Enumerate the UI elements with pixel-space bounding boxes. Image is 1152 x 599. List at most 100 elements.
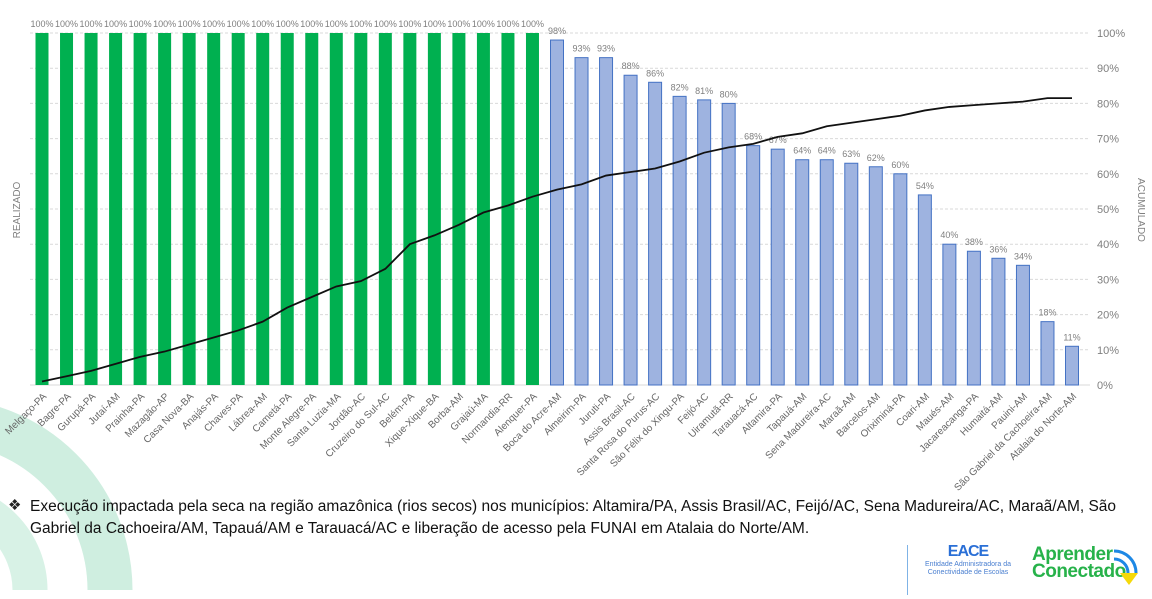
- data-label: 100%: [129, 19, 152, 29]
- y2-tick-label: 100%: [1097, 28, 1125, 40]
- data-label: 64%: [793, 146, 811, 156]
- bar: [819, 159, 834, 386]
- data-label: 100%: [374, 19, 397, 29]
- data-label: 100%: [202, 19, 225, 29]
- bar: [84, 33, 98, 385]
- bar: [354, 33, 368, 385]
- data-label: 67%: [769, 135, 787, 145]
- data-label: 100%: [496, 19, 519, 29]
- data-label: 64%: [818, 146, 836, 156]
- bar: [623, 74, 638, 386]
- bar: [966, 250, 981, 386]
- eace-logo-subtitle: Entidade Administradora da Conectividade…: [925, 561, 1011, 576]
- data-label: 100%: [325, 19, 348, 29]
- bar: [329, 33, 343, 385]
- bar: [476, 33, 490, 385]
- y2-tick-label: 90%: [1097, 63, 1119, 75]
- footnote: Execução impactada pela seca na região a…: [30, 498, 1117, 537]
- bar: [770, 148, 785, 386]
- bar: [182, 33, 196, 385]
- data-label: 100%: [227, 19, 250, 29]
- bar: [1015, 264, 1030, 386]
- bar: [207, 33, 221, 385]
- bar: [256, 33, 270, 385]
- bar: [280, 33, 294, 385]
- data-label: 88%: [622, 61, 640, 71]
- logo-divider: [907, 545, 908, 595]
- cumulative-line: [41, 97, 1072, 383]
- data-label: 62%: [867, 153, 885, 163]
- data-label: 100%: [153, 19, 176, 29]
- data-label: 36%: [989, 244, 1007, 254]
- data-label: 34%: [1014, 251, 1032, 261]
- bar: [60, 33, 74, 385]
- data-label: 18%: [1038, 308, 1056, 318]
- bar: [672, 95, 687, 386]
- logo-word-conectado: Conectado: [1032, 561, 1126, 582]
- bullet-icon: ❖: [8, 497, 22, 514]
- data-label: 100%: [521, 19, 544, 29]
- data-label: 100%: [55, 19, 78, 29]
- bar: [721, 102, 736, 386]
- bar: [231, 33, 245, 385]
- data-label: 54%: [916, 181, 934, 191]
- logo-word-aprender: Aprender: [1032, 544, 1113, 565]
- y2-axis-label: ACUMULADO: [1135, 178, 1146, 242]
- data-label: 60%: [891, 160, 909, 170]
- data-label: 38%: [965, 237, 983, 247]
- bar: [501, 33, 515, 385]
- data-label: 100%: [300, 19, 323, 29]
- y2-tick-label: 70%: [1097, 134, 1119, 146]
- data-label: 63%: [842, 149, 860, 159]
- data-label: 40%: [940, 230, 958, 240]
- data-label: 100%: [251, 19, 274, 29]
- data-label: 100%: [30, 19, 53, 29]
- aprender-conectado-logo: Aprender Conectado: [1032, 544, 1126, 582]
- data-label: 100%: [447, 19, 470, 29]
- bar: [525, 33, 539, 385]
- y2-tick-label: 40%: [1097, 239, 1119, 251]
- bar: [574, 57, 589, 386]
- bar: [109, 33, 123, 385]
- bar: [942, 243, 957, 386]
- data-label: 100%: [276, 19, 299, 29]
- data-label: 82%: [671, 82, 689, 92]
- y2-tick-label: 30%: [1097, 274, 1119, 286]
- y2-tick-label: 20%: [1097, 310, 1119, 322]
- bar: [1040, 321, 1055, 386]
- data-label: 100%: [104, 19, 127, 29]
- data-label: 100%: [398, 19, 421, 29]
- bar: [893, 173, 908, 386]
- bar: [697, 99, 712, 386]
- y2-tick-label: 80%: [1097, 98, 1119, 110]
- data-label: 86%: [646, 68, 664, 78]
- bar: [35, 33, 49, 385]
- y2-tick-label: 10%: [1097, 345, 1119, 357]
- bar: [648, 81, 663, 386]
- bar: [158, 33, 172, 385]
- bar: [133, 33, 147, 385]
- data-label: 81%: [695, 86, 713, 96]
- bar: [991, 257, 1006, 386]
- data-label: 98%: [548, 26, 566, 36]
- data-label: 11%: [1063, 332, 1080, 342]
- bar: [844, 162, 859, 386]
- bar: [917, 194, 932, 386]
- bar: [403, 33, 417, 385]
- pareto-chart: 100% 100% 100% 100% 100% 100% 100% 100% 100% 100%…: [3, 19, 1146, 493]
- bar: [452, 33, 466, 385]
- bar: [795, 159, 810, 386]
- y2-tick-label: 60%: [1097, 169, 1119, 181]
- data-label: 100%: [423, 19, 446, 29]
- data-label: 93%: [573, 44, 591, 54]
- bar: [550, 39, 564, 386]
- bar: [746, 145, 761, 386]
- bar: [1065, 345, 1079, 386]
- wifi-pencil-icon: [1113, 549, 1138, 585]
- eace-logo: EACE Entidade Administradora da Conectiv…: [912, 543, 1024, 577]
- data-label: 100%: [80, 19, 103, 29]
- data-label: 93%: [597, 44, 615, 54]
- y2-tick-label: 0%: [1097, 380, 1113, 392]
- data-label: 68%: [744, 132, 762, 142]
